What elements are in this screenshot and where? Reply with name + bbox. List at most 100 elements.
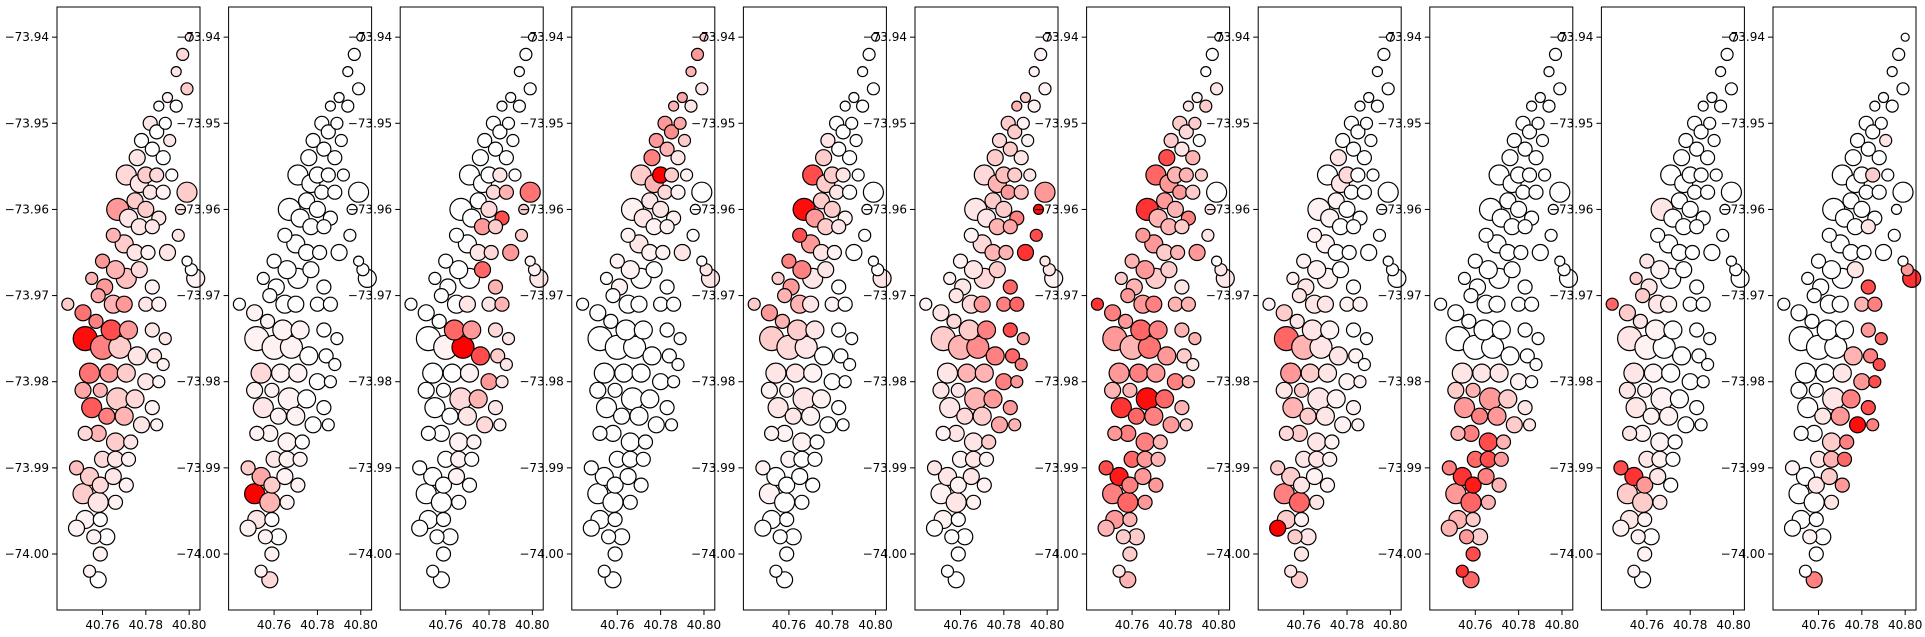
bubble-point <box>1823 494 1840 510</box>
bubble-point <box>1874 116 1888 130</box>
axes-frame <box>1257 6 1402 611</box>
bubble-point <box>501 116 516 130</box>
bubble-point <box>615 319 637 341</box>
bubble-point <box>988 261 1006 279</box>
bubble-point <box>150 418 164 432</box>
bubble-point <box>1135 227 1151 243</box>
y-tick-label: −73.97 <box>519 289 563 303</box>
y-tick-label: −73.94 <box>1377 30 1421 44</box>
bubble-point <box>779 382 795 398</box>
bubble-point <box>1528 150 1544 166</box>
bubble-point <box>327 184 343 200</box>
bubble-point <box>316 400 332 416</box>
y-tick-label: −73.99 <box>5 461 49 475</box>
y-tick-label: −73.99 <box>348 461 392 475</box>
y-tick-label: −73.99 <box>176 461 220 475</box>
bubble-point <box>1191 91 1203 104</box>
bubble-point <box>1699 184 1716 200</box>
bubble-point <box>330 116 344 130</box>
bubble-point <box>1160 261 1178 279</box>
bubble-point <box>88 313 104 329</box>
bubble-point <box>1681 200 1699 218</box>
bubble-point <box>792 432 812 452</box>
bubble-point <box>290 477 306 493</box>
bubble-point <box>180 82 194 96</box>
bubble-point <box>1689 279 1705 295</box>
bubble-point <box>837 296 853 312</box>
bubble-point <box>458 295 476 313</box>
bubble-point <box>1881 168 1895 182</box>
bubble-point <box>673 243 691 262</box>
bubble-point <box>642 346 662 366</box>
y-tick-label: −73.94 <box>691 30 735 44</box>
bubble-point <box>940 564 955 578</box>
bubble-point <box>1832 363 1852 383</box>
bubble-point <box>1548 47 1563 62</box>
bubble-point <box>1345 322 1362 338</box>
bubble-point <box>487 219 504 235</box>
x-tick-label: 40.76 <box>1458 618 1492 632</box>
bubble-point <box>1382 255 1394 267</box>
bubble-point <box>1844 149 1862 167</box>
bubble-point <box>240 460 256 476</box>
bubble-point <box>1689 219 1705 235</box>
bubble-point <box>512 99 527 113</box>
bubble-point <box>755 460 771 476</box>
bubble-point <box>165 168 179 182</box>
bubble-point <box>1618 304 1637 322</box>
bubble-point <box>1849 132 1866 149</box>
bubble-point <box>404 297 418 311</box>
y-tick-label: −73.96 <box>1034 202 1078 216</box>
bubble-point <box>622 494 638 510</box>
bubble-point <box>1134 467 1152 486</box>
bubble-point <box>1339 296 1355 312</box>
bubble-point <box>1794 362 1817 384</box>
bubble-point <box>343 228 357 242</box>
bubble-point <box>435 511 452 528</box>
bubble-point <box>330 243 348 262</box>
bubble-point <box>851 168 865 182</box>
y-tick-label: −74.00 <box>691 547 735 561</box>
bubble-point <box>1703 116 1717 130</box>
bubble-point <box>1724 82 1739 96</box>
bubble-point <box>1262 297 1276 311</box>
bubble-point <box>1322 451 1338 467</box>
bubble-point <box>1652 335 1676 359</box>
bubble-point <box>442 363 462 383</box>
bubble-point <box>833 348 849 364</box>
bubble-point <box>1019 91 1032 104</box>
bubble-point <box>1293 382 1310 398</box>
bubble-point <box>1866 418 1880 432</box>
bubble-point <box>1357 357 1372 372</box>
bubble-point <box>814 149 833 167</box>
bubble-point <box>277 432 297 452</box>
bubble-point <box>983 389 1003 409</box>
y-tick-label: −73.99 <box>519 461 563 475</box>
bubble-point <box>1865 167 1881 183</box>
bubble-point <box>1210 255 1223 267</box>
bubble-point <box>807 451 823 467</box>
bubble-point <box>1345 219 1362 235</box>
bubble-point <box>1329 149 1348 167</box>
bubble-point <box>276 467 294 486</box>
bubble-point <box>1117 313 1134 329</box>
bubble-point <box>1534 91 1546 104</box>
bubble-point <box>976 477 992 493</box>
bubble-point <box>123 434 139 450</box>
x-tick-label: 40.78 <box>1845 618 1879 632</box>
bubble-point <box>943 271 957 285</box>
bubble-point <box>1897 255 1909 267</box>
axes-frame <box>1600 6 1745 611</box>
bubble-point <box>926 460 943 476</box>
bubble-point <box>661 348 677 364</box>
bubble-point <box>156 357 170 372</box>
bubble-point <box>1016 332 1030 346</box>
bubble-point <box>1179 418 1193 432</box>
bubble-point <box>858 228 872 242</box>
x-tick-label: 40.76 <box>772 618 806 632</box>
bubble-point <box>1802 529 1818 545</box>
bubble-point <box>256 271 270 285</box>
bubble-point <box>1784 460 1801 476</box>
y-tick-label: −73.98 <box>348 375 392 389</box>
bubble-point <box>1480 494 1496 510</box>
